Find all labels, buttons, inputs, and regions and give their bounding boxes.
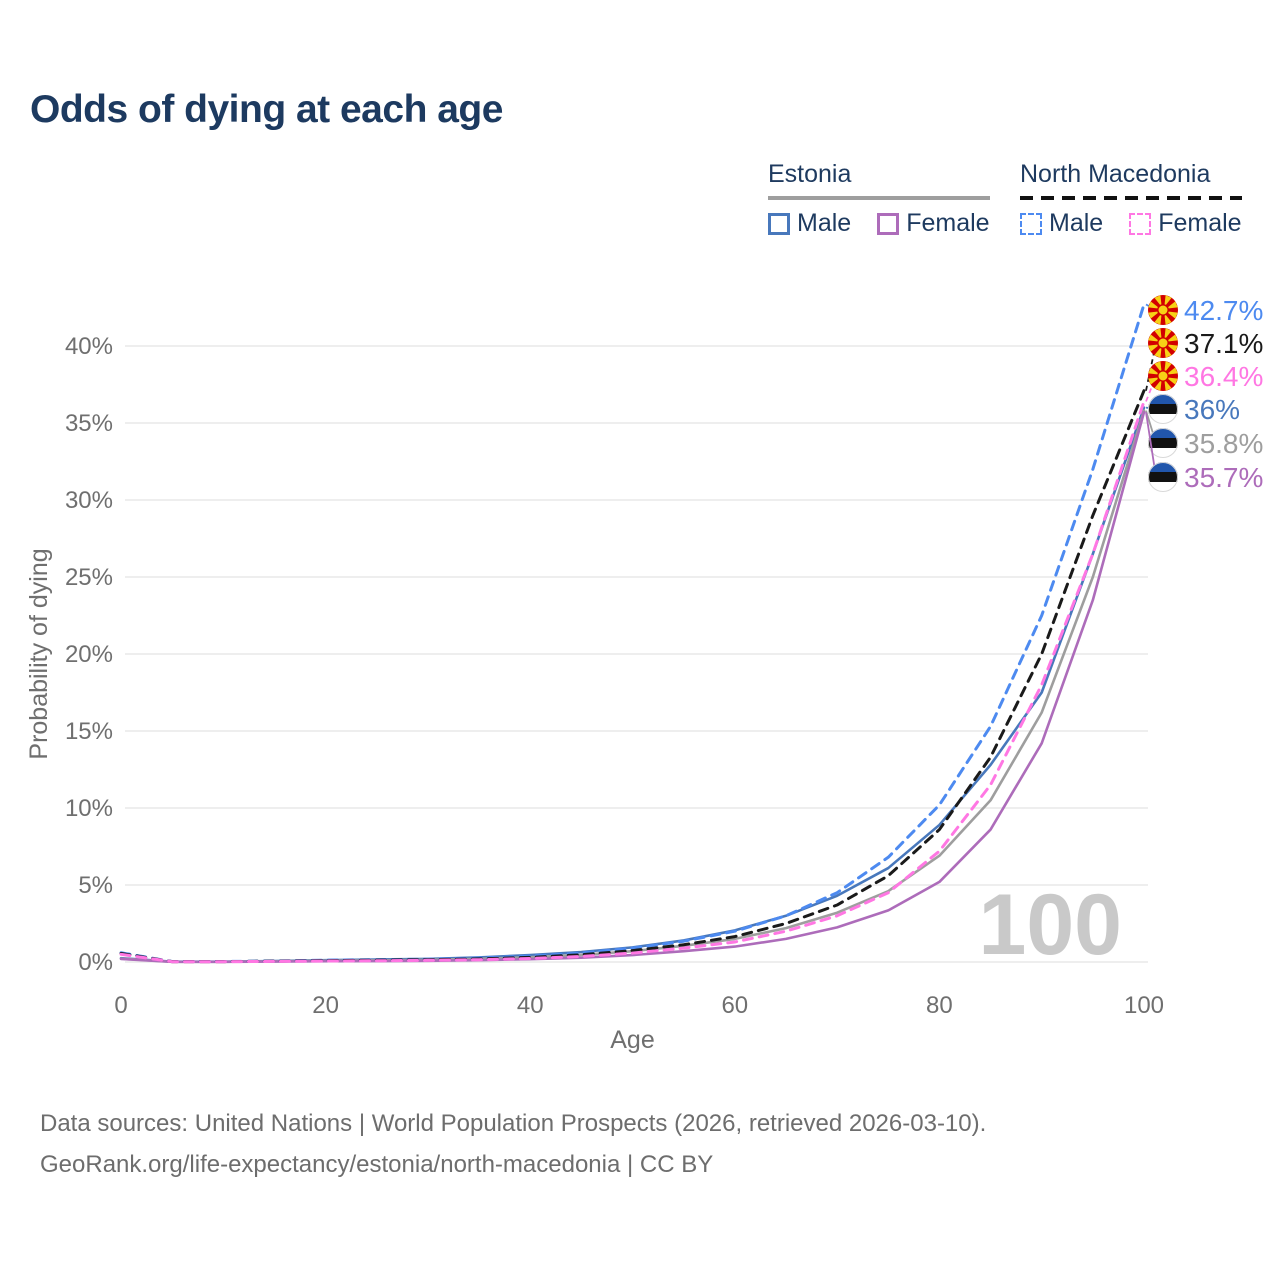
- estonia-line-style-sample: [768, 196, 990, 200]
- estonia-female-swatch-icon[interactable]: [877, 212, 900, 235]
- y-tick-label: 30%: [65, 487, 113, 514]
- legend: Estonia Male Female North Macedonia Male: [0, 160, 1280, 240]
- legend-item-estonia-female[interactable]: Female: [877, 209, 990, 238]
- chart-footer: Data sources: United Nations | World Pop…: [40, 1103, 986, 1185]
- y-tick-label: 25%: [65, 564, 113, 591]
- series-line-north-macedonia-both-sexes[interactable]: [119, 389, 1146, 964]
- y-tick-label: 10%: [65, 795, 113, 822]
- y-tick-label: 35%: [65, 410, 113, 437]
- estonia-male-swatch-icon[interactable]: [768, 212, 790, 235]
- legend-item-north-macedonia-female[interactable]: Female: [1129, 209, 1242, 238]
- attribution-text: GeoRank.org/life-expectancy/estonia/nort…: [40, 1151, 714, 1178]
- legend-group-north-macedonia: North Macedonia Male Female: [1020, 160, 1242, 238]
- y-tick-label: 20%: [65, 641, 113, 668]
- age-watermark: 100: [979, 877, 1123, 973]
- y-tick-label: 40%: [65, 333, 113, 360]
- data-sources-text: Data sources: United Nations | World Pop…: [40, 1110, 987, 1137]
- y-tick-label: 15%: [65, 718, 113, 745]
- x-tick-label: 40: [517, 992, 544, 1019]
- estonia-flag-icon: [1148, 428, 1178, 458]
- legend-label: Male: [797, 209, 852, 237]
- legend-label: Female: [1158, 209, 1242, 237]
- x-tick-label: 60: [721, 992, 748, 1019]
- page-title: Odds of dying at each age: [30, 88, 503, 131]
- x-tick-label: 20: [312, 992, 339, 1019]
- series-line-estonia-female[interactable]: [119, 410, 1146, 964]
- series-line-north-macedonia-female[interactable]: [119, 399, 1146, 964]
- north-macedonia-flag-icon: [1148, 328, 1178, 358]
- legend-group-estonia: Estonia Male Female: [768, 160, 990, 238]
- end-value-label: 36%: [1184, 394, 1240, 425]
- legend-label: Male: [1049, 209, 1104, 237]
- estonia-flag-icon: [1148, 394, 1178, 424]
- legend-country-estonia: Estonia: [768, 160, 852, 188]
- end-value-label: 36.4%: [1184, 361, 1263, 392]
- end-value-label: 42.7%: [1184, 295, 1263, 326]
- north-macedonia-flag-icon: [1148, 361, 1178, 391]
- end-value-label: 35.8%: [1184, 428, 1263, 459]
- y-tick-label: 0%: [78, 949, 113, 976]
- x-tick-label: 80: [926, 992, 953, 1019]
- end-value-label: 35.7%: [1184, 462, 1263, 493]
- north-macedonia-male-swatch-icon[interactable]: [1020, 212, 1042, 235]
- y-axis-title: Probability of dying: [25, 548, 53, 759]
- series-line-north-macedonia-male[interactable]: [119, 302, 1146, 964]
- estonia-flag-icon: [1148, 462, 1178, 492]
- north-macedonia-flag-icon: [1148, 295, 1178, 325]
- north-macedonia-line-style-sample: [1020, 196, 1242, 200]
- legend-label: Female: [906, 209, 990, 237]
- y-tick-label: 5%: [78, 872, 113, 899]
- x-tick-label: 100: [1124, 992, 1164, 1019]
- x-axis-title: Age: [610, 1026, 654, 1054]
- legend-item-north-macedonia-male[interactable]: Male: [1020, 209, 1103, 238]
- chart-canvas: 0% 5% 10% 15% 20% 25% 30% 35% 40% 0 20 40 60 80 100 Age…: [25, 295, 1263, 1054]
- end-value-label: 37.1%: [1184, 328, 1263, 359]
- north-macedonia-female-swatch-icon[interactable]: [1129, 212, 1152, 235]
- x-tick-label: 0: [114, 992, 127, 1019]
- legend-country-north-macedonia: North Macedonia: [1020, 160, 1211, 188]
- legend-item-estonia-male[interactable]: Male: [768, 209, 851, 238]
